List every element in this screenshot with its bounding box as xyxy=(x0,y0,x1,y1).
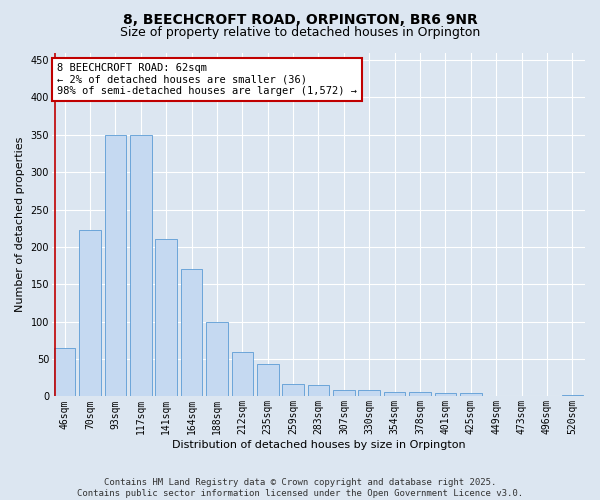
Bar xyxy=(155,240,177,396)
X-axis label: Distribution of detached houses by size in Orpington: Distribution of detached houses by size … xyxy=(172,440,465,450)
Bar xyxy=(333,390,355,396)
Text: Size of property relative to detached houses in Orpington: Size of property relative to detached ho… xyxy=(120,26,480,39)
Bar xyxy=(308,385,329,396)
Bar xyxy=(181,270,202,396)
Bar xyxy=(257,364,278,396)
Bar xyxy=(384,392,406,396)
Bar xyxy=(358,390,380,396)
Bar xyxy=(54,348,76,397)
Bar xyxy=(460,392,482,396)
Bar xyxy=(79,230,101,396)
Bar xyxy=(562,395,583,396)
Bar xyxy=(232,352,253,397)
Text: 8 BEECHCROFT ROAD: 62sqm
← 2% of detached houses are smaller (36)
98% of semi-de: 8 BEECHCROFT ROAD: 62sqm ← 2% of detache… xyxy=(57,63,357,96)
Text: Contains HM Land Registry data © Crown copyright and database right 2025.
Contai: Contains HM Land Registry data © Crown c… xyxy=(77,478,523,498)
Bar xyxy=(283,384,304,396)
Text: 8, BEECHCROFT ROAD, ORPINGTON, BR6 9NR: 8, BEECHCROFT ROAD, ORPINGTON, BR6 9NR xyxy=(122,12,478,26)
Y-axis label: Number of detached properties: Number of detached properties xyxy=(15,137,25,312)
Bar xyxy=(206,322,228,396)
Bar xyxy=(434,392,456,396)
Bar xyxy=(104,134,126,396)
Bar xyxy=(409,392,431,396)
Bar xyxy=(130,134,152,396)
